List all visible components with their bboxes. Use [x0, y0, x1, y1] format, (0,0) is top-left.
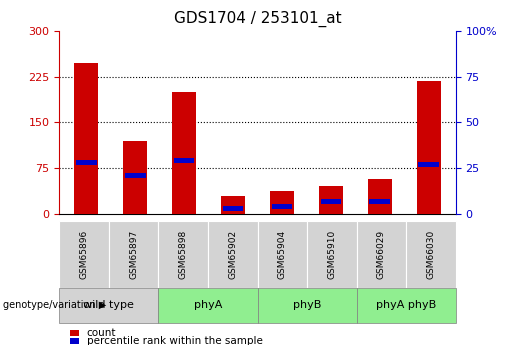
Text: GSM65904: GSM65904 [278, 230, 287, 279]
Bar [320, 199, 341, 204]
Bar [369, 199, 390, 204]
Text: percentile rank within the sample: percentile rank within the sample [87, 336, 263, 345]
Text: GDS1704 / 253101_at: GDS1704 / 253101_at [174, 10, 341, 27]
Bar [125, 173, 146, 178]
Text: count: count [87, 328, 116, 338]
Text: GSM65897: GSM65897 [129, 230, 138, 279]
Bar [74, 63, 98, 214]
Bar [270, 191, 294, 214]
Bar [76, 160, 96, 165]
Text: wild type: wild type [83, 300, 134, 310]
Text: phyA phyB: phyA phyB [376, 300, 436, 310]
Text: GSM65896: GSM65896 [79, 230, 89, 279]
Bar [368, 179, 392, 214]
Text: phyB: phyB [293, 300, 321, 310]
Text: genotype/variation ▶: genotype/variation ▶ [3, 300, 106, 310]
Text: phyA: phyA [194, 300, 222, 310]
Bar [221, 196, 245, 214]
Bar [174, 158, 195, 163]
Bar [417, 81, 441, 214]
Text: GSM65910: GSM65910 [328, 230, 336, 279]
Bar [319, 186, 343, 214]
Text: GSM66029: GSM66029 [377, 230, 386, 279]
Bar [271, 204, 293, 209]
Bar [172, 92, 196, 214]
Text: GSM65898: GSM65898 [179, 230, 187, 279]
Bar [419, 162, 439, 167]
Bar [123, 141, 147, 214]
Text: GSM65902: GSM65902 [228, 230, 237, 279]
Text: GSM66030: GSM66030 [426, 230, 436, 279]
Bar [222, 206, 244, 211]
